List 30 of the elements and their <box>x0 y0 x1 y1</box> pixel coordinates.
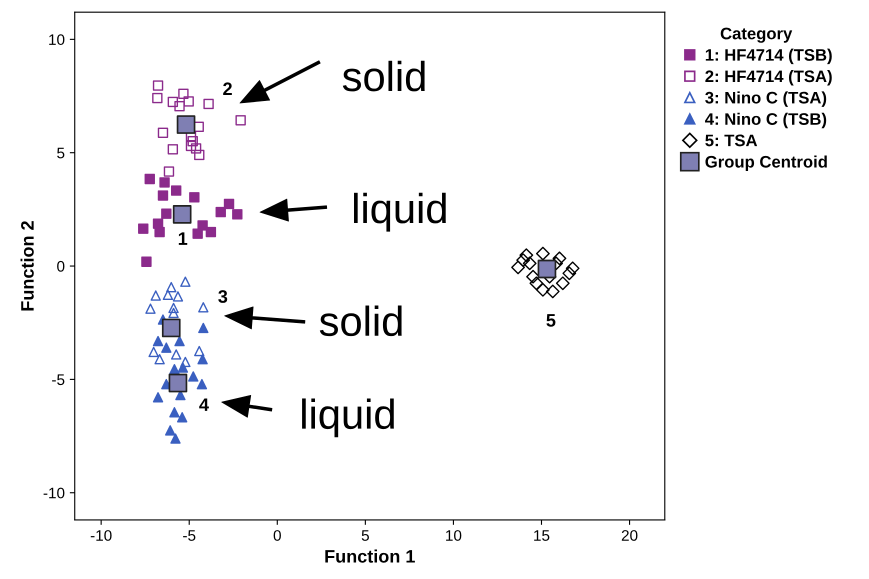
x-tick-label: 0 <box>274 530 281 541</box>
x-tick-label: 5 <box>362 530 369 541</box>
annotation: solid <box>320 306 402 336</box>
x-tick-label: 10 <box>446 530 462 541</box>
y-tick-label: 5 <box>57 148 64 158</box>
legend-label: 1: HF4714 (TSB) <box>706 48 832 64</box>
x-axis-title: Function 1 <box>325 549 415 563</box>
legend-label: 3: Nino C (TSA) <box>705 91 826 107</box>
y-tick-label: -10 <box>44 488 64 498</box>
annotation: liquid <box>354 192 446 232</box>
legend-label: 5: TSA <box>705 134 758 146</box>
annotation: 4 <box>199 398 209 411</box>
annotation: 2 <box>223 82 232 96</box>
legend-label: 2: HF4714 (TSA) <box>705 70 832 86</box>
x-tick-label: 20 <box>622 530 638 541</box>
x-tick-label: -5 <box>183 530 196 541</box>
x-tick-label: -10 <box>90 530 112 541</box>
annotation: 3 <box>218 290 228 303</box>
annotation: 1 <box>178 232 188 245</box>
annotation: solid <box>342 60 425 92</box>
x-tick-label: 15 <box>534 530 550 541</box>
y-axis-title: Function 2 <box>20 221 34 310</box>
y-tick-label: 10 <box>49 34 64 46</box>
annotation: liquid <box>302 398 394 438</box>
legend-label: Group Centroid <box>705 155 827 171</box>
y-tick-label: 0 <box>57 260 64 272</box>
legend-label: 4: Nino C (TSB) <box>705 112 826 128</box>
legend-title: Category <box>720 28 792 43</box>
y-tick-label: -5 <box>52 374 64 386</box>
annotation: 5 <box>546 314 556 327</box>
